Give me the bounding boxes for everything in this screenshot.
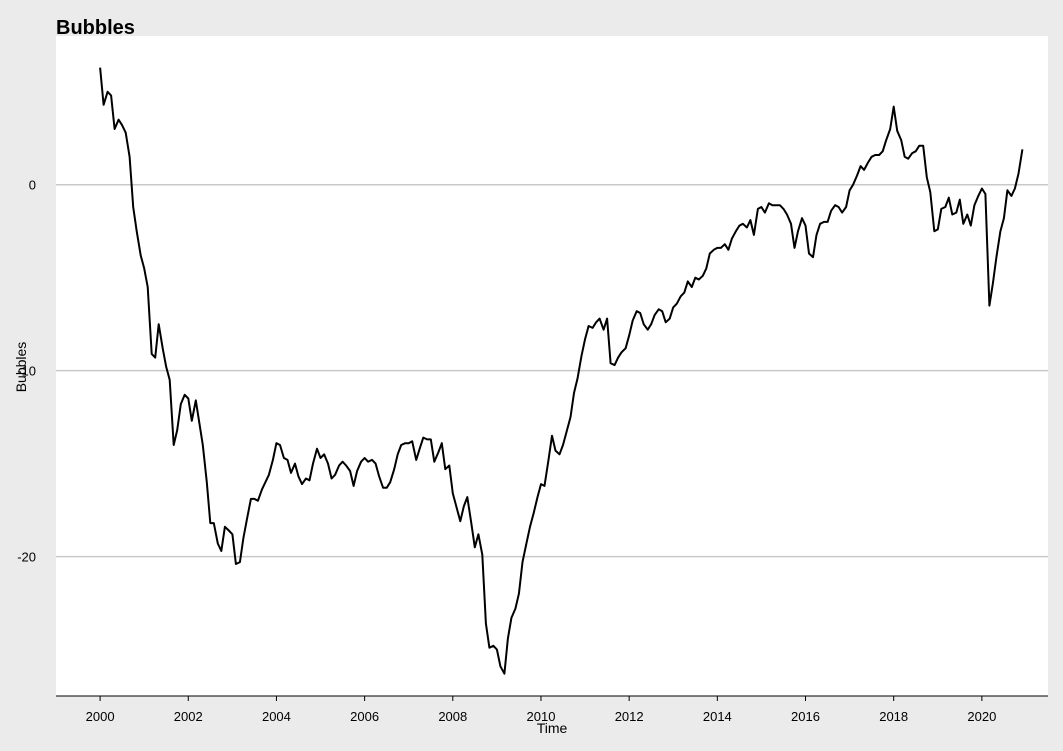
y-tick-label: 0 — [29, 178, 36, 193]
x-tick-label: 2010 — [527, 709, 556, 724]
axes — [56, 695, 1048, 701]
x-tick-label: 2018 — [879, 709, 908, 724]
x-tick-label: 2020 — [967, 709, 996, 724]
x-tick-label: 2000 — [86, 709, 115, 724]
x-tick-label: 2016 — [791, 709, 820, 724]
series-group — [99, 67, 1024, 675]
tick-labels: 0 -10 -20 2000 2002 2004 2006 2008 2010 2012 2014 2… — [17, 178, 996, 724]
chart-title: Bubbles — [56, 17, 135, 39]
y-tick-label: -10 — [17, 364, 36, 379]
x-tick-label: 2004 — [262, 709, 291, 724]
plot-panel — [56, 36, 1048, 696]
y-tick-label: -20 — [17, 550, 36, 565]
series-line — [99, 67, 1024, 675]
x-tick-label: 2012 — [615, 709, 644, 724]
x-tick-label: 2006 — [350, 709, 379, 724]
x-tick-label: 2008 — [438, 709, 467, 724]
x-axis-label: Time — [537, 720, 568, 736]
y-axis-label: Bubbles — [13, 342, 29, 393]
x-tick-label: 2002 — [174, 709, 203, 724]
gridlines — [56, 183, 1048, 558]
x-tick-label: 2014 — [703, 709, 732, 724]
